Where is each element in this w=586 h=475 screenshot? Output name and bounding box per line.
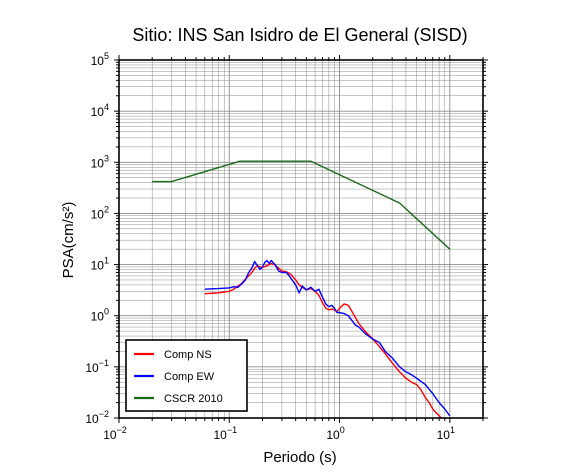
x-tick-label: 100 — [326, 425, 344, 442]
tick-base: 10 — [91, 207, 105, 221]
tick-exponent: 0 — [340, 425, 345, 435]
x-tick-labels: 10−2 10−1 100 101 — [103, 425, 455, 442]
tick-base: 10 — [91, 310, 105, 324]
y-axis-label: PSA(cm/s²) — [60, 202, 77, 279]
legend-label-cscr-2010: CSCR 2010 — [164, 393, 223, 405]
tick-base: 10 — [91, 259, 105, 273]
x-tick-label: 10−1 — [213, 425, 237, 442]
plot-frame — [118, 59, 484, 419]
tick-base: 10 — [91, 156, 105, 170]
y-tick-label: 105 — [91, 51, 109, 68]
tick-exponent: −2 — [117, 425, 127, 435]
x-tick-label: 101 — [437, 425, 455, 442]
series-line-comp-ew — [204, 259, 451, 417]
series-line-comp-ns — [204, 262, 443, 418]
tick-exponent: −2 — [99, 409, 109, 419]
chart-title: Sitio: INS San Isidro de El General (SIS… — [132, 25, 467, 45]
y-tick-label: 10−1 — [85, 358, 109, 375]
tick-base: 10 — [213, 428, 227, 442]
axis-ticks — [114, 55, 488, 423]
legend: Comp NS Comp EW CSCR 2010 — [125, 339, 248, 412]
tick-exponent: 0 — [104, 307, 109, 317]
tick-base: 10 — [437, 428, 451, 442]
tick-base: 10 — [91, 105, 105, 119]
tick-exponent: 1 — [450, 425, 455, 435]
y-tick-label: 102 — [91, 204, 109, 221]
series-group — [152, 160, 451, 418]
tick-exponent: −1 — [99, 358, 109, 368]
tick-base: 10 — [103, 428, 117, 442]
tick-exponent: 2 — [104, 204, 109, 214]
y-tick-label: 101 — [91, 256, 109, 273]
tick-exponent: 1 — [104, 256, 109, 266]
tick-exponent: 3 — [104, 153, 109, 163]
y-tick-label: 10−2 — [85, 409, 109, 426]
legend-label-comp-ns: Comp NS — [164, 349, 212, 361]
tick-base: 10 — [85, 412, 99, 426]
grid — [118, 59, 484, 419]
tick-exponent: 5 — [104, 51, 109, 61]
series-line-cscr-2010 — [152, 160, 451, 250]
y-tick-label: 104 — [91, 102, 109, 119]
tick-exponent: −1 — [227, 425, 237, 435]
tick-base: 10 — [91, 54, 105, 68]
tick-base: 10 — [326, 428, 340, 442]
legend-label-comp-ew: Comp EW — [164, 371, 215, 383]
x-axis-label: Periodo (s) — [263, 449, 336, 466]
y-tick-label: 103 — [91, 153, 109, 170]
tick-base: 10 — [85, 361, 99, 375]
x-tick-label: 10−2 — [103, 425, 127, 442]
y-tick-label: 100 — [91, 307, 109, 324]
tick-exponent: 4 — [104, 102, 109, 112]
